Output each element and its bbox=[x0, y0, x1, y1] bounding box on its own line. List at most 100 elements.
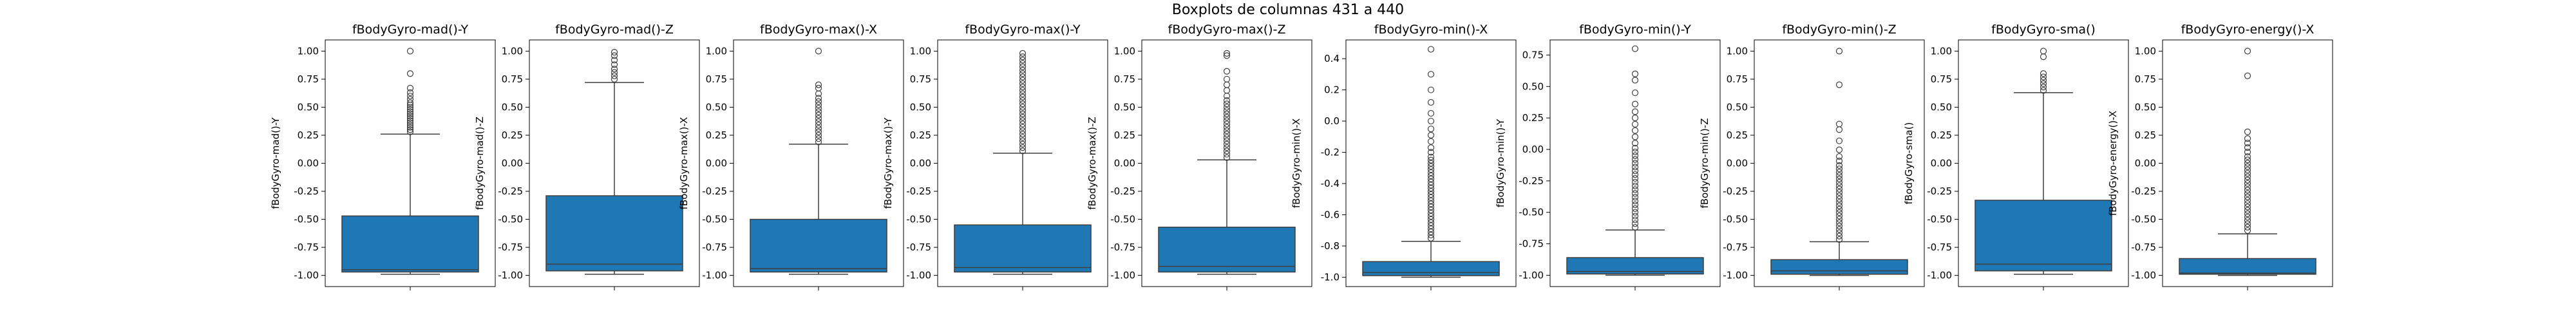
outlier-point bbox=[406, 106, 414, 113]
outlier-point bbox=[1631, 182, 1639, 189]
outlier-point bbox=[1631, 115, 1639, 122]
y-tick-label: -0.50 bbox=[1519, 207, 1544, 218]
y-tick-label: 0.75 bbox=[706, 73, 727, 85]
outlier-point bbox=[1631, 100, 1639, 108]
y-tick-label: -1.00 bbox=[1723, 270, 1748, 281]
outlier-point bbox=[1019, 80, 1027, 87]
outlier-point bbox=[1427, 231, 1435, 239]
panel-title: fBodyGyro-min()-Y bbox=[1579, 23, 1691, 37]
outlier-point bbox=[1835, 146, 1843, 153]
y-tick-label: 0.25 bbox=[1727, 129, 1748, 141]
outlier-point bbox=[815, 111, 822, 118]
outlier-point bbox=[1631, 186, 1639, 193]
axes-frame bbox=[1549, 39, 1721, 287]
outlier-point bbox=[611, 75, 618, 83]
outlier-point bbox=[1631, 164, 1639, 171]
outlier-point bbox=[2244, 193, 2251, 200]
outlier-point bbox=[1835, 120, 1843, 128]
boxplot-panel: fBodyGyro-min()-Y fBodyGyro-min()-Y -1.00 -… bbox=[1495, 23, 1721, 290]
y-tick-label: -1.00 bbox=[1927, 270, 1952, 281]
outlier-point bbox=[1019, 117, 1027, 124]
outlier-point bbox=[1835, 182, 1843, 189]
outlier-point bbox=[1427, 156, 1435, 164]
outlier-point bbox=[1631, 160, 1639, 167]
y-tick-label: 0.75 bbox=[298, 73, 319, 85]
outlier-point bbox=[1223, 127, 1231, 135]
outlier-point bbox=[406, 70, 414, 77]
outlier-point bbox=[1019, 124, 1027, 131]
outlier-point bbox=[1835, 162, 1843, 169]
outlier-point bbox=[1427, 234, 1435, 242]
outlier-point bbox=[1223, 75, 1231, 83]
y-tick-label: 0.4 bbox=[1324, 53, 1340, 64]
outlier-point bbox=[1427, 71, 1435, 78]
outlier-point bbox=[2244, 48, 2251, 55]
outlier-point bbox=[1019, 60, 1027, 67]
y-tick-label: -0.25 bbox=[1723, 185, 1748, 197]
outlier-point bbox=[815, 81, 822, 88]
boxplot-panel: fBodyGyro-max()-Z fBodyGyro-max()-Z -1.00 -… bbox=[1086, 23, 1312, 290]
outlier-point bbox=[1835, 232, 1843, 240]
outlier-point bbox=[611, 66, 618, 73]
outlier-point bbox=[1223, 50, 1231, 57]
y-tick-label: 1.00 bbox=[706, 45, 727, 57]
y-tick-label: -1.00 bbox=[1519, 269, 1544, 281]
axes-frame bbox=[1345, 39, 1517, 287]
outlier-point bbox=[406, 108, 414, 115]
y-tick-label: 0.0 bbox=[1324, 115, 1340, 127]
iqr-box bbox=[750, 218, 887, 273]
outlier-point bbox=[1631, 120, 1639, 128]
outlier-point bbox=[1019, 84, 1027, 91]
outlier-point bbox=[406, 48, 414, 55]
outlier-point bbox=[1835, 236, 1843, 243]
boxplot-panel: fBodyGyro-mad()-Z fBodyGyro-mad()-Z -1.00 -… bbox=[474, 23, 700, 290]
outlier-point bbox=[1631, 190, 1639, 197]
outlier-point bbox=[1019, 63, 1027, 70]
outlier-point bbox=[1019, 87, 1027, 94]
panel-title: fBodyGyro-mad()-Z bbox=[555, 23, 674, 37]
outlier-point bbox=[1223, 97, 1231, 104]
outlier-point bbox=[2244, 173, 2251, 180]
panel-title: fBodyGyro-sma() bbox=[1991, 23, 2096, 37]
y-tick-label: -0.75 bbox=[1927, 242, 1952, 253]
axes-frame bbox=[529, 39, 700, 287]
outlier-point bbox=[406, 110, 414, 117]
y-tick-label: -1.00 bbox=[2131, 270, 2156, 281]
iqr-box bbox=[1975, 200, 2112, 272]
y-tick-label: 1.00 bbox=[502, 45, 523, 57]
outlier-point bbox=[1223, 131, 1231, 138]
y-tick-label: 0.00 bbox=[910, 158, 931, 169]
y-axis-label: fBodyGyro-sma() bbox=[1903, 122, 1915, 205]
y-tick-label: 0.25 bbox=[1522, 112, 1544, 124]
boxplot-panel: fBodyGyro-max()-Y fBodyGyro-max()-Y -1.00 -… bbox=[882, 23, 1108, 290]
y-tick-label: -0.50 bbox=[498, 214, 523, 225]
y-tick-label: -0.50 bbox=[1723, 214, 1748, 225]
outlier-point bbox=[2040, 87, 2047, 94]
axes-frame bbox=[325, 39, 496, 287]
outlier-point bbox=[2244, 190, 2251, 197]
outlier-point bbox=[1427, 188, 1435, 195]
y-axis-label: fBodyGyro-min()-X bbox=[1291, 118, 1302, 208]
outlier-point bbox=[1019, 120, 1027, 128]
outlier-point bbox=[1427, 213, 1435, 220]
outlier-point bbox=[1427, 185, 1435, 192]
outlier-point bbox=[1427, 209, 1435, 217]
y-tick-label: 0.50 bbox=[1114, 101, 1135, 113]
y-tick-label: 0.00 bbox=[1727, 158, 1748, 169]
outlier-point bbox=[1019, 140, 1027, 148]
outlier-point bbox=[1835, 196, 1843, 203]
y-tick-label: -0.25 bbox=[498, 185, 523, 197]
y-axis-label: fBodyGyro-min()-Z bbox=[1699, 118, 1710, 208]
outlier-point bbox=[1835, 172, 1843, 179]
y-tick-label: -0.75 bbox=[1519, 238, 1544, 250]
outlier-point bbox=[815, 122, 822, 129]
outlier-point bbox=[406, 113, 414, 120]
y-tick-label: -1.00 bbox=[1110, 270, 1135, 281]
outlier-point bbox=[2244, 156, 2251, 164]
outlier-point bbox=[1835, 205, 1843, 213]
outlier-point bbox=[1631, 220, 1639, 227]
y-tick-label: 1.00 bbox=[1931, 45, 1952, 57]
y-tick-label: -1.00 bbox=[702, 270, 727, 281]
y-axis-label: fBodyGyro-mad()-Z bbox=[474, 117, 486, 210]
outlier-point bbox=[1835, 216, 1843, 223]
